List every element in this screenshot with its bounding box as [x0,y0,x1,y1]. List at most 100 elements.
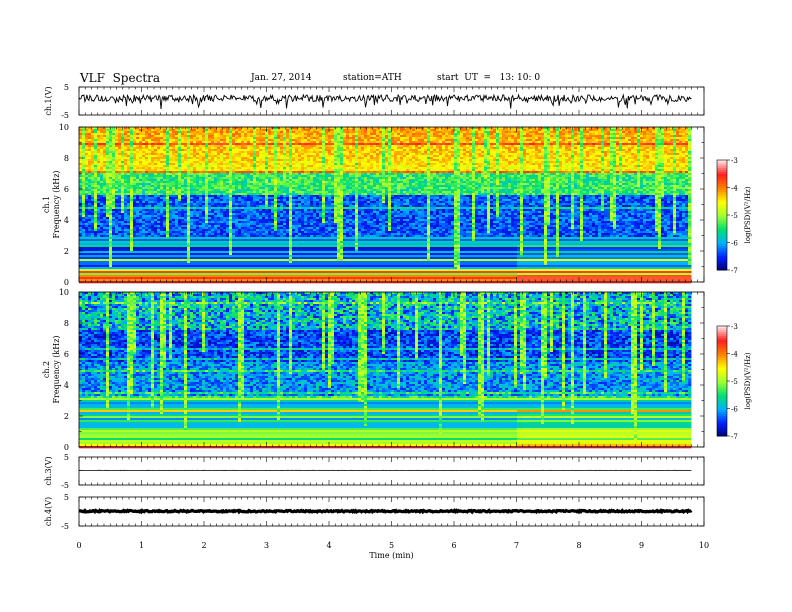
spectrogram-cell [88,267,92,270]
spectrogram-cell [118,157,122,160]
spectrogram-cell [94,277,98,280]
spectrogram-cell [106,227,110,230]
spectrogram-cell [127,135,131,138]
spectrogram-cell [91,175,95,178]
spectrogram-cell [130,247,134,250]
spectrogram-cell [82,167,86,170]
spectrogram-cell [103,193,107,196]
spectrogram-cell [136,153,140,156]
spectrogram-cell [130,269,134,272]
spectrogram-cell [88,241,92,244]
spectrogram-cell [79,231,83,234]
spectrogram-cell [118,187,122,190]
spectrogram-cell [103,189,107,192]
spectrogram-cell [112,151,116,154]
spectrogram-cell [118,161,122,164]
spectrogram-cell [124,145,128,148]
spectrogram-cell [109,251,113,254]
spectrogram-cell [100,265,104,268]
spectrogram-cell [127,183,131,186]
spectrogram-cell [85,201,89,204]
spectrogram-cell [82,211,86,214]
spectrogram-cell [91,213,95,216]
spectrogram-cell [118,279,122,282]
spectrogram-cell [106,143,110,146]
spectrogram-cell [85,273,89,276]
spectrogram-cell [130,191,134,194]
spectrogram-cell [118,197,122,200]
spectrogram-cell [133,243,137,246]
spectrogram-cell [106,275,110,278]
spectrogram-cell [82,265,86,268]
spectrogram-cell [109,149,113,152]
spectrogram-cell [88,189,92,192]
spectrogram-cell [118,167,122,170]
spectrogram-cell [124,163,128,166]
spectrogram-cell [130,209,134,212]
spectrogram-cell [124,263,128,266]
spectrogram-cell [127,227,131,230]
spectrogram-cell [94,173,98,176]
spectrogram-cell [97,243,101,246]
spectrogram-cell [133,251,137,254]
spectrogram-cell [82,261,86,264]
spectrogram-cell [112,143,116,146]
spectrogram-cell [82,139,86,142]
spectrogram-cell [79,175,83,178]
spectrogram-cell [124,201,128,204]
spectrogram-cell [100,245,104,248]
spectrogram-cell [91,191,95,194]
spectrogram-cell [85,155,89,158]
spectrogram-cell [109,175,113,178]
spectrogram-cell [82,129,86,132]
spectrogram-cell [88,195,92,198]
spectrogram-cell [91,189,95,192]
spectrogram-cell [133,249,137,252]
spectrogram-cell [91,147,95,150]
spectrogram-cell [121,269,125,272]
spectrogram-cell [79,211,83,214]
spectrogram-cell [121,261,125,264]
spectrogram-cell [79,207,83,210]
spectrogram-cell [109,223,113,226]
spectrogram-cell [106,219,110,222]
spectrogram-cell [88,219,92,222]
spectrogram-cell [121,189,125,192]
spectrogram-cell [79,171,83,174]
spectrogram-cell [85,223,89,226]
spectrogram-cell [121,167,125,170]
spectrogram-cell [112,137,116,140]
spectrogram-cell [79,201,83,204]
spectrogram-cell [103,267,107,270]
spectrogram-cell [109,279,113,282]
spectrogram-cell [82,173,86,176]
spectrogram-cell [85,191,89,194]
spectrogram-cell [124,135,128,138]
spectrogram-cell [106,147,110,150]
spectrogram-cell [91,159,95,162]
spectrogram-cell [115,243,119,246]
spectrogram-cell [118,273,122,276]
spectrogram-cell [82,187,86,190]
spectrogram-cell [136,135,140,138]
spectrogram-cell [118,179,122,182]
spectrogram-cell [82,159,86,162]
spectrogram-cell [121,215,125,218]
spectrogram-cell [94,241,98,244]
spectrogram-cell [124,173,128,176]
spectrogram-cell [127,167,131,170]
spectrogram-cell [109,231,113,234]
spectrogram-cell [88,145,92,148]
spectrogram-cell [100,231,104,234]
spectrogram-cell [124,185,128,188]
spectrogram-cell [97,263,101,266]
spectrogram-cell [106,265,110,268]
spectrogram-cell [79,179,83,182]
spectrogram-cell [109,233,113,236]
spectrogram-cell [103,255,107,258]
spectrogram-cell [97,275,101,278]
spectrogram-cell [91,155,95,158]
spectrogram-cell [121,225,125,228]
spectrogram-cell [121,143,125,146]
spectrogram-cell [121,161,125,164]
